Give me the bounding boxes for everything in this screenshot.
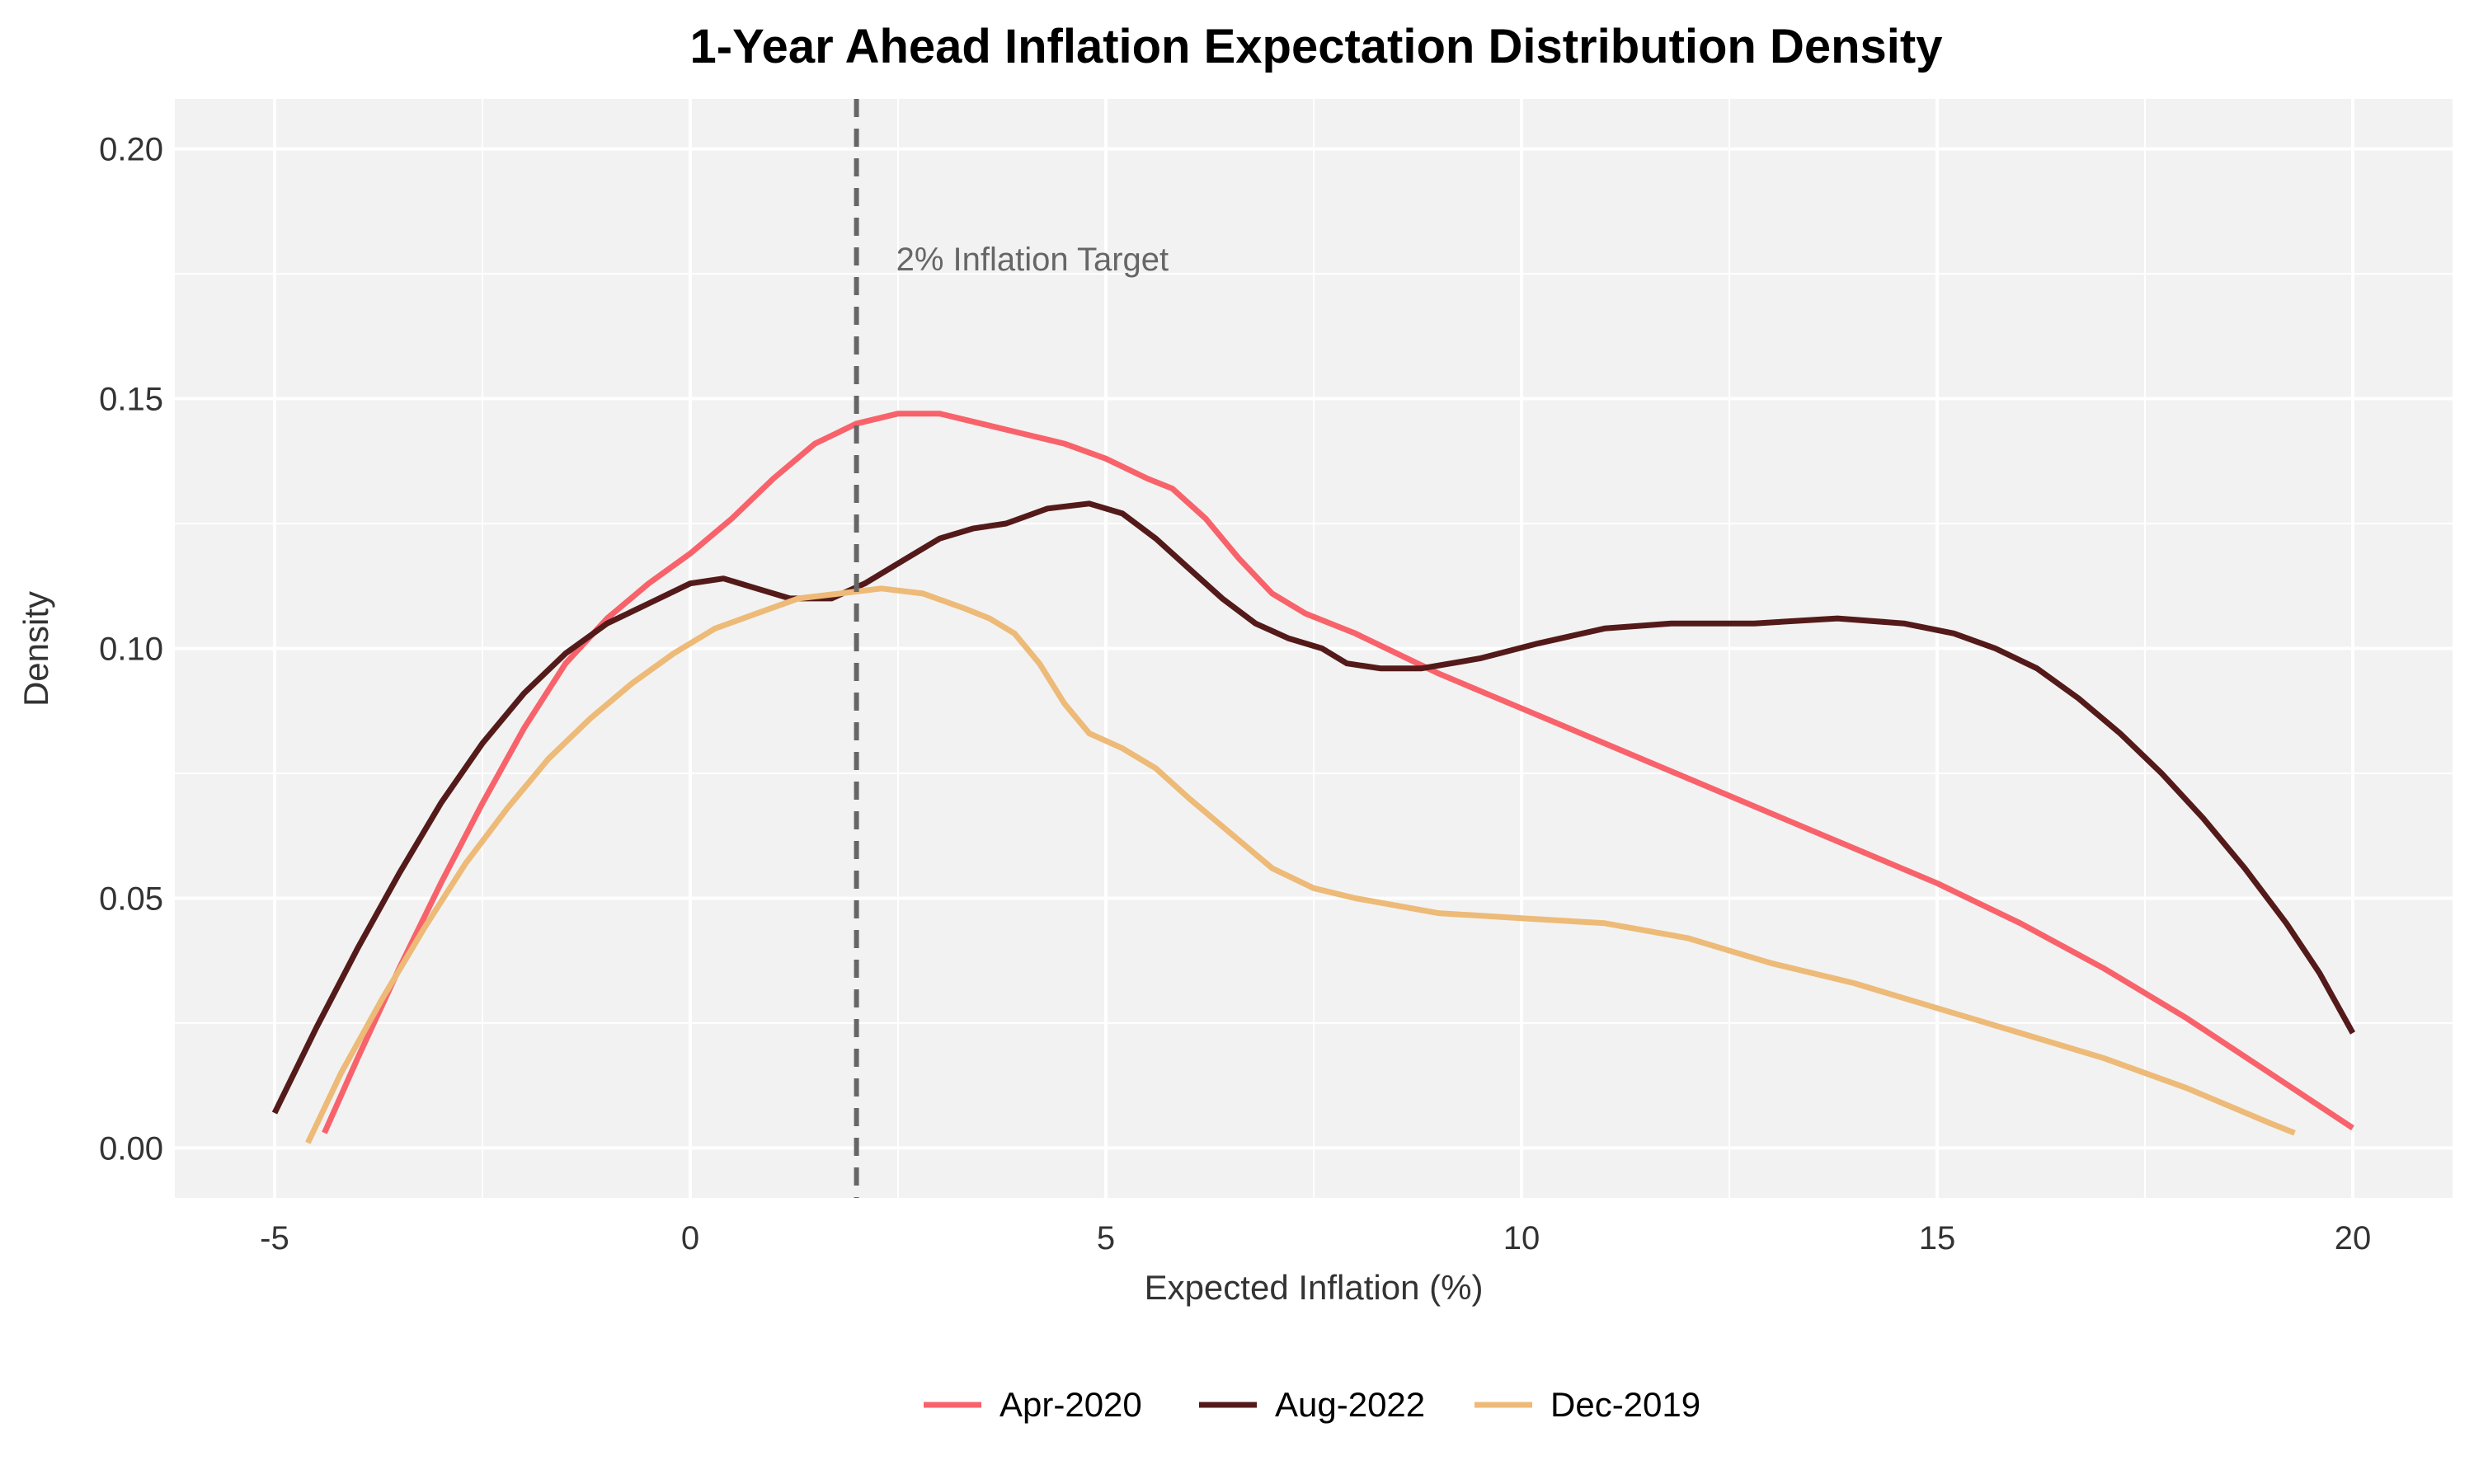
x-axis-label: Expected Inflation (%)	[1145, 1268, 1484, 1307]
legend-label-apr-2020: Apr-2020	[999, 1385, 1142, 1424]
y-axis-label: Density	[16, 591, 55, 707]
legend: Apr-2020 Aug-2022 Dec-2019	[924, 1385, 1700, 1424]
legend-label-dec-2019: Dec-2019	[1550, 1385, 1700, 1424]
y-tick-label: 0.15	[99, 382, 163, 418]
x-tick-label: -5	[260, 1220, 289, 1256]
series-line-aug-2022	[271, 500, 2356, 1115]
x-tick-label: 10	[1503, 1220, 1540, 1256]
y-tick-label: 0.20	[99, 132, 163, 168]
x-tick-label: 15	[1919, 1220, 1956, 1256]
series-line-dec-2019	[305, 585, 2296, 1144]
y-tick-label: 0.00	[99, 1130, 163, 1167]
series-lines	[271, 411, 2356, 1144]
legend-label-aug-2022: Aug-2022	[1275, 1385, 1425, 1424]
x-tick-label: 0	[681, 1220, 699, 1256]
y-tick-label: 0.05	[99, 881, 163, 917]
y-axis-ticks: 0.00 0.05 0.10 0.15 0.20	[99, 132, 163, 1167]
x-tick-label: 5	[1097, 1220, 1115, 1256]
y-tick-label: 0.10	[99, 632, 163, 668]
x-tick-label: 20	[2335, 1220, 2372, 1256]
x-axis-ticks: -5 0 5 10 15 20	[260, 1220, 2371, 1256]
chart-title: 1-Year Ahead Inflation Expectation Distr…	[690, 20, 1943, 73]
inflation-target-label: 2% Inflation Target	[896, 242, 1169, 278]
grid-major	[175, 99, 2453, 1198]
series-line-apr-2020	[322, 411, 2354, 1134]
